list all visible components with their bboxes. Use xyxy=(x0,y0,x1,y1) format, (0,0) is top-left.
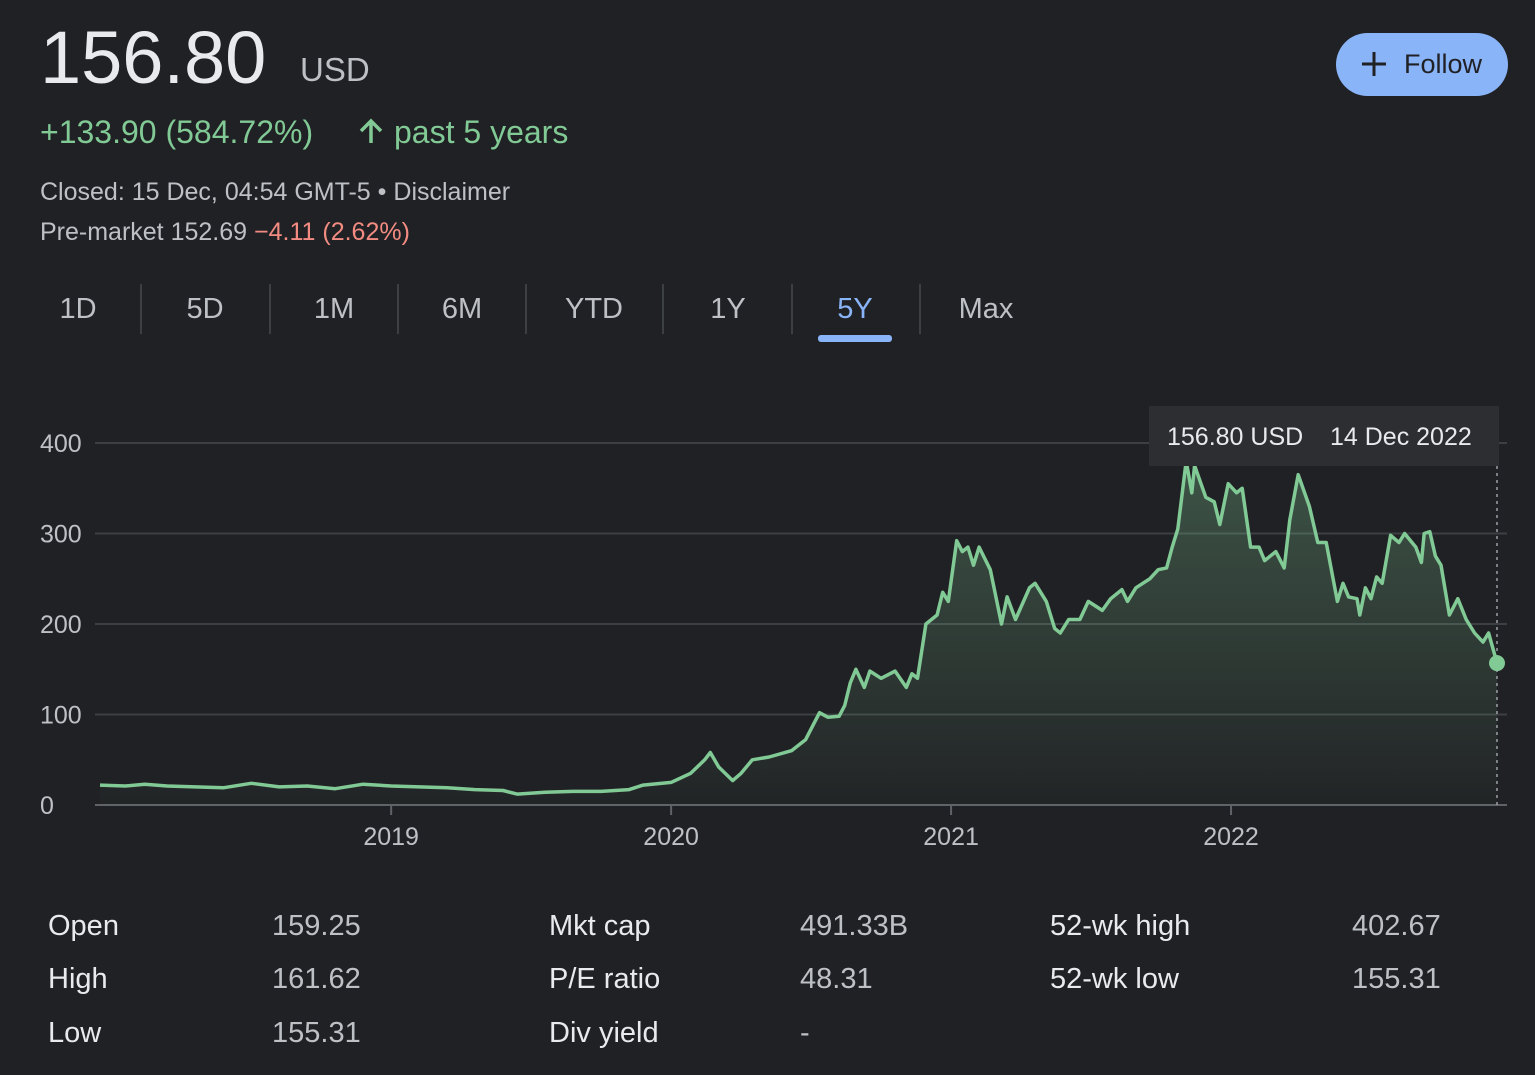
tab[interactable]: 1M xyxy=(314,293,354,325)
chart: 0 100 200 300 400 2019 2020 2021 2022 156.80 USD 1… xyxy=(40,406,1507,851)
tab[interactable]: 5Y xyxy=(837,293,872,325)
premarket-price: 152.69 xyxy=(171,218,247,246)
x-tick-label: 2020 xyxy=(643,823,699,851)
closed: Closed: 15 Dec, 04:54 GMT-5 xyxy=(40,178,371,206)
stat-value: 161.62 xyxy=(272,963,361,995)
stats-table: Open 159.25 High 161.62 Low 155.31 Mkt cap 491.… xyxy=(48,910,1441,1049)
stat-value: - xyxy=(800,1017,810,1049)
up-arrow xyxy=(359,118,383,143)
stat-value: 159.25 xyxy=(272,910,361,942)
stat-label: Div yield xyxy=(549,1017,659,1049)
premarket-change: −4.11 (2.62%) xyxy=(254,218,410,246)
y-tick-label: 400 xyxy=(40,430,82,458)
tab[interactable]: 1D xyxy=(59,293,96,325)
x-tick-label: 2021 xyxy=(923,823,979,851)
closed-line: Closed: 15 Dec, 04:54 GMT-5 • Disclaimer xyxy=(40,178,510,206)
separator: • xyxy=(378,178,387,206)
premarket-line: Pre-market 152.69 −4.11 (2.62%) xyxy=(40,218,410,246)
end-point xyxy=(1489,655,1505,672)
tab[interactable]: Max xyxy=(959,293,1014,325)
tooltip-bg xyxy=(1149,406,1499,466)
range-tabs: 1D 5D 1M 6M YTD 1Y 5Y Max xyxy=(59,284,1014,342)
stat-label: Mkt cap xyxy=(549,910,651,942)
price: 156.80 xyxy=(40,16,266,99)
plus-icon[interactable] xyxy=(1362,52,1386,76)
stat-label: P/E ratio xyxy=(549,963,660,995)
area xyxy=(100,461,1497,805)
stat-label: Low xyxy=(48,1017,102,1049)
x-tick-label: 2022 xyxy=(1203,823,1259,851)
stat-value: 155.31 xyxy=(1352,963,1441,995)
button-bg[interactable] xyxy=(1336,33,1508,96)
tab[interactable]: 1Y xyxy=(710,293,745,325)
tab-indicator xyxy=(818,335,892,342)
stat-label: 52-wk high xyxy=(1050,910,1190,942)
x-tick-label: 2019 xyxy=(363,823,419,851)
y-tick-label: 100 xyxy=(40,702,82,730)
tooltip-date: 14 Dec 2022 xyxy=(1330,423,1472,451)
tab[interactable]: YTD xyxy=(565,293,623,325)
stat-label: High xyxy=(48,963,108,995)
stat-label: 52-wk low xyxy=(1050,963,1180,995)
currency: USD xyxy=(300,51,370,88)
y-tick-label: 200 xyxy=(40,611,82,639)
stat-label: Open xyxy=(48,910,119,942)
disclaimer[interactable]: Disclaimer xyxy=(393,178,510,206)
tooltip-price: 156.80 USD xyxy=(1167,423,1303,451)
change: +133.90 (584.72%) xyxy=(40,114,313,150)
follow-button[interactable]: Follow xyxy=(1336,33,1508,96)
stat-value: 155.31 xyxy=(272,1017,361,1049)
period: past 5 years xyxy=(394,114,568,150)
stat-value: 491.33B xyxy=(800,910,908,942)
y-tick-label: 300 xyxy=(40,521,82,549)
premarket-label: Pre-market xyxy=(40,218,164,246)
stat-value: 48.31 xyxy=(800,963,873,995)
tab[interactable]: 5D xyxy=(186,293,223,325)
button-label[interactable]: Follow xyxy=(1404,49,1483,79)
tab[interactable]: 6M xyxy=(442,293,482,325)
y-tick-label: 0 xyxy=(40,792,54,820)
stat-value: 402.67 xyxy=(1352,910,1441,942)
price-line xyxy=(99,459,1499,796)
